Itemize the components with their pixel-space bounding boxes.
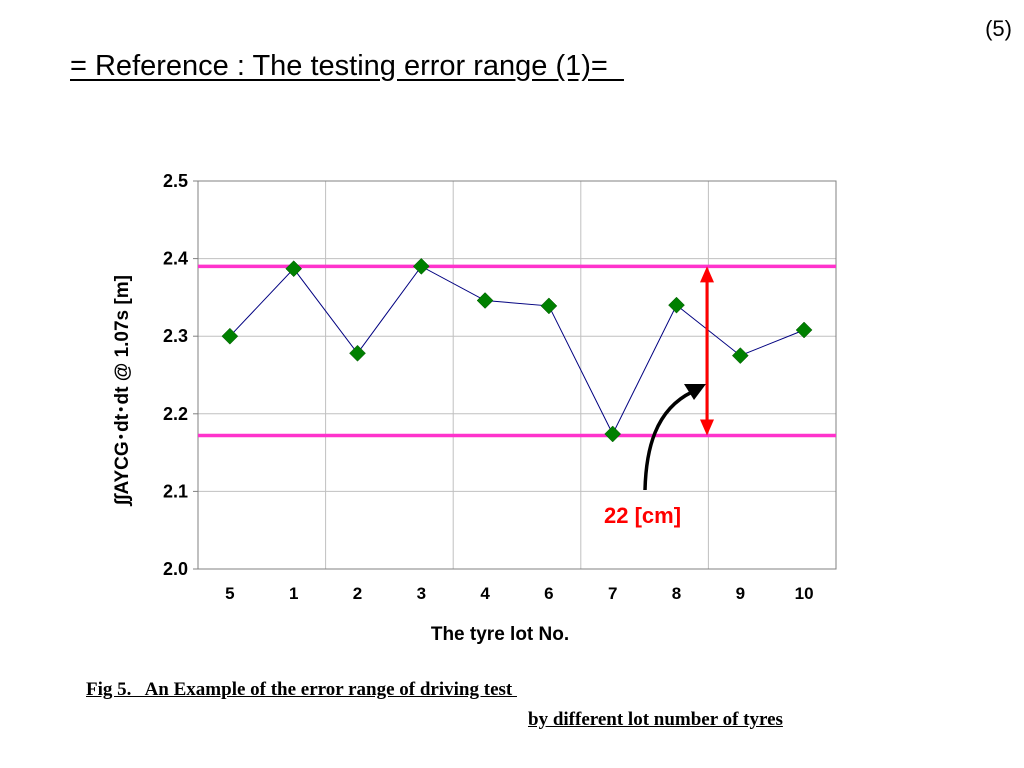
- x-axis-title: The tyre lot No.: [431, 624, 569, 645]
- y-tick-label: 2.4: [163, 249, 188, 269]
- pointer-arrow-head: [684, 384, 706, 400]
- y-tick-label: 2.0: [163, 559, 188, 579]
- page-number: (5): [985, 16, 1012, 41]
- range-arrow-head-up: [700, 266, 714, 283]
- x-tick-label: 2: [353, 584, 362, 603]
- x-tick-label: 4: [480, 584, 490, 603]
- data-point: [221, 327, 239, 345]
- y-tick-label: 2.2: [163, 404, 188, 424]
- x-tick-label: 7: [608, 584, 617, 603]
- x-tick-label: 10: [795, 584, 814, 603]
- x-tick-label: 6: [544, 584, 553, 603]
- x-tick-label: 3: [417, 584, 426, 603]
- series-line: [229, 265, 805, 436]
- data-point: [476, 292, 494, 309]
- data-point: [604, 425, 622, 443]
- x-tick-label: 5: [225, 584, 234, 603]
- y-tick-label: 2.1: [163, 481, 188, 501]
- y-tick-label: 2.5: [163, 171, 188, 191]
- data-point: [412, 258, 430, 275]
- slide-title: = Reference : The testing error range (1…: [70, 50, 624, 82]
- plot-area: [197, 180, 837, 570]
- y-tick-label: 2.3: [163, 326, 188, 346]
- y-axis-title: ∫∫AYCG･dt･dt @ 1.07s [m]: [112, 275, 133, 507]
- data-point: [540, 297, 558, 315]
- range-arrow-head-down: [700, 419, 714, 436]
- pointer-arrow-shaft: [643, 390, 693, 491]
- x-tick-label: 1: [289, 584, 298, 603]
- figure-caption-line1: Fig 5. An Example of the error range of …: [86, 679, 517, 700]
- x-tick-label: 9: [736, 584, 745, 603]
- data-point: [285, 260, 303, 278]
- x-tick-label: 8: [672, 584, 681, 603]
- data-point: [731, 347, 749, 364]
- error-range-label: 22 [cm]: [604, 503, 681, 528]
- data-point: [349, 344, 366, 362]
- data-point: [668, 296, 685, 314]
- data-point: [795, 321, 813, 339]
- figure-caption-line2: by different lot number of tyres: [528, 709, 783, 730]
